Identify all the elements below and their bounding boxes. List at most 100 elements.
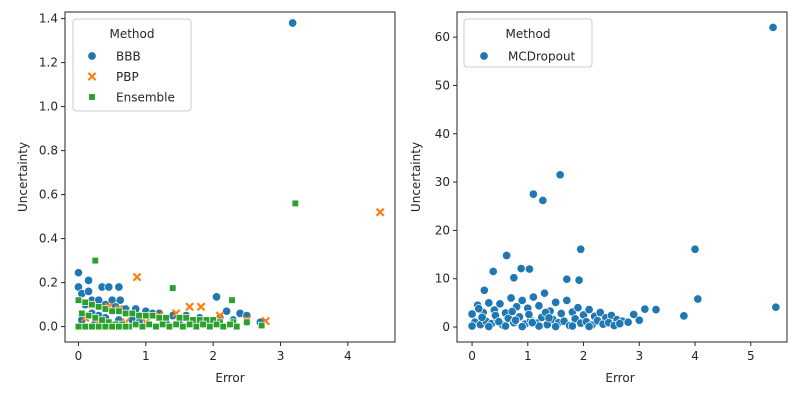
ensemble-data-point (78, 309, 86, 318)
ensemble-data-point (138, 322, 147, 331)
bbb-data-point (114, 282, 124, 292)
mcdropout-data-point (768, 22, 778, 33)
ensemble-data-point (81, 298, 89, 307)
ensemble-data-point (175, 314, 184, 322)
left-legend-box (72, 18, 192, 112)
right-y-tick-label: 40 (435, 127, 450, 141)
left-y-tick-label: 0.8 (39, 144, 58, 158)
ensemble-data-point (258, 321, 266, 330)
mcdropout-data-point (479, 285, 489, 295)
ensemble-data-point (162, 314, 170, 322)
mcdropout-data-point (551, 297, 561, 307)
bbb-data-point (84, 286, 94, 296)
left-legend-title: Method (109, 27, 154, 41)
mcdropout-data-point (567, 321, 577, 331)
mcdropout-data-point (528, 292, 538, 302)
left-x-tick-label: 1 (142, 349, 150, 363)
ensemble-data-point (291, 199, 299, 208)
ensemble-data-point (165, 322, 174, 331)
mcdropout-data-point (690, 244, 700, 254)
mcdropout-data-point (495, 299, 505, 309)
ensemble-data-point (98, 316, 106, 324)
mcdropout-data-point (509, 273, 519, 283)
right-y-tick-label: 50 (435, 78, 450, 92)
ensemble-legend-label: Ensemble (116, 91, 175, 105)
mcdropout-data-point (539, 288, 550, 298)
bbb-data-point (115, 295, 125, 305)
ensemble-data-point (74, 322, 83, 331)
mcdropout-data-point (615, 319, 625, 329)
mcdropout-legend-label: MCDropout (508, 50, 576, 64)
ensemble-data-point (95, 303, 103, 311)
left-x-tick-label: 4 (344, 349, 352, 363)
mcdropout-data-point (510, 315, 521, 325)
ensemble-data-point (169, 284, 177, 292)
left-data-points (73, 18, 385, 331)
ensemble-data-point (135, 311, 143, 320)
mcdropout-legend-marker (479, 51, 489, 61)
mcdropout-data-point (640, 304, 650, 314)
left-legend-entries: BBB PBP Ensemble (87, 50, 175, 105)
mcdropout-data-point (584, 321, 594, 332)
ensemble-data-point (192, 322, 200, 331)
mcdropout-data-point (524, 309, 534, 320)
mcdropout-data-point (494, 317, 504, 327)
bbb-data-point (73, 268, 84, 278)
ensemble-data-point (199, 320, 207, 329)
ensemble-data-point (101, 322, 110, 331)
ensemble-data-point (74, 296, 83, 304)
mcdropout-data-point (555, 170, 565, 180)
pbp-data-point (375, 207, 385, 217)
ensemble-data-point (182, 314, 190, 322)
mcdropout-data-point (556, 308, 566, 319)
right-x-tick-label: 2 (580, 349, 588, 363)
ensemble-data-point (148, 311, 157, 320)
ensemble-data-point (206, 322, 214, 331)
left-y-tick-label: 0.6 (39, 188, 58, 202)
right-y-tick-label: 0 (442, 320, 450, 334)
mcdropout-data-point (527, 318, 537, 328)
ensemble-data-point (101, 305, 110, 313)
ensemble-data-point (226, 320, 234, 329)
right-x-tick-label: 3 (635, 349, 643, 363)
ensemble-data-point (95, 322, 103, 331)
left-scatter-panel: 0 1 2 3 4 0.0 0.2 0.4 0.6 0.8 1.0 1.2 1.4 Error Unc… (16, 11, 396, 385)
mcdropout-data-point (595, 307, 605, 318)
mcdropout-data-point (517, 321, 527, 332)
ensemble-data-point (88, 300, 96, 309)
right-legend-box (463, 18, 593, 68)
mcdropout-data-point (634, 315, 644, 325)
right-x-tick-label: 1 (524, 349, 532, 363)
ensemble-data-point (179, 322, 187, 331)
ensemble-data-point (172, 320, 180, 329)
right-x-ticks: 0 1 2 3 4 5 (468, 342, 755, 363)
ensemble-data-point (91, 256, 99, 265)
bbb-legend-marker (87, 51, 97, 61)
ensemble-data-point (212, 320, 221, 329)
mcdropout-data-point (467, 321, 477, 331)
mcdropout-data-point (524, 264, 535, 274)
mcdropout-data-point (629, 309, 639, 320)
mcdropout-data-point (474, 304, 484, 314)
ensemble-data-point (152, 322, 160, 331)
ensemble-data-point (155, 314, 163, 322)
ensemble-data-point (145, 320, 153, 329)
mcdropout-data-point (693, 294, 703, 304)
right-data-points (467, 22, 781, 332)
bbb-data-point (288, 18, 298, 28)
bbb-data-point (211, 292, 222, 302)
mcdropout-data-point (771, 302, 781, 312)
bbb-legend-label: BBB (116, 50, 141, 64)
right-y-tick-label: 30 (435, 175, 450, 189)
right-scatter-panel: 0 1 2 3 4 5 0 10 20 30 40 50 60 Error Uncertainty M… (409, 11, 788, 385)
left-x-tick-label: 2 (209, 349, 217, 363)
mcdropout-data-point (551, 321, 561, 332)
mcdropout-data-point (651, 305, 661, 315)
ensemble-data-point (132, 320, 140, 329)
mcdropout-data-point (484, 321, 494, 332)
pbp-legend-marker (87, 72, 97, 81)
ensemble-data-point (159, 320, 167, 329)
pbp-data-point (185, 302, 194, 312)
right-y-tick-label: 60 (435, 30, 450, 44)
left-y-axis-label: Uncertainty (16, 142, 30, 212)
